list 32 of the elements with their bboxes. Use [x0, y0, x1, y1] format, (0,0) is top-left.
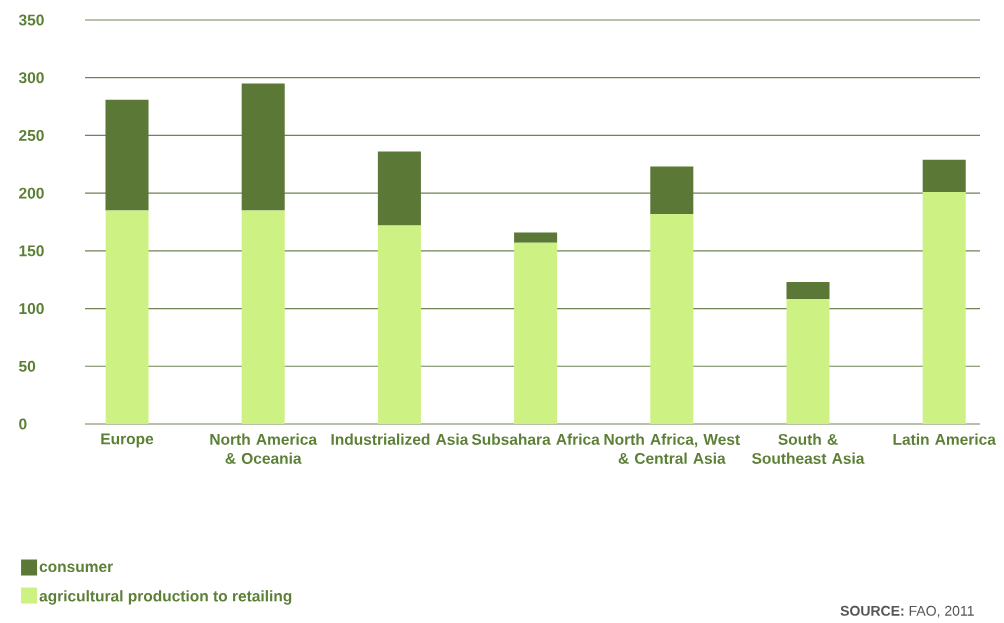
x-tick-label: Latin America [893, 433, 996, 445]
x-tick-label: North Africa, West & Central Asia [604, 433, 740, 464]
bar [514, 232, 558, 243]
y-tick-label: 100 [19, 303, 44, 315]
x-tick-label: Subsahara Africa [471, 433, 600, 445]
bar [786, 282, 830, 300]
bar [105, 210, 149, 424]
legend-label: consumer [39, 563, 113, 573]
x-tick-label: North America & Oceania [210, 433, 318, 464]
x-tick-label: Industrialized Asia [331, 433, 469, 445]
bar [922, 191, 966, 424]
y-tick-label: 300 [18, 72, 44, 84]
y-tick-label: 50 [19, 360, 36, 372]
y-tick-label: 150 [19, 245, 44, 257]
y-tick-label: 350 [18, 14, 44, 26]
bar [241, 83, 285, 211]
bar [377, 225, 421, 424]
bar [922, 159, 966, 192]
bar [514, 242, 558, 424]
legend-label: agricultural production to retailing [39, 590, 292, 605]
y-tick-label: 250 [19, 129, 44, 141]
x-tick-label: Europe [101, 433, 154, 448]
x-tick-label: South & Southeast Asia [752, 433, 865, 464]
bar [241, 210, 285, 424]
text: SOURCE: FAO, 2011 [840, 605, 974, 618]
bar [650, 213, 694, 424]
bar [105, 99, 149, 211]
y-tick-label: 0 [19, 418, 27, 430]
bar [786, 299, 830, 424]
bar [377, 151, 421, 226]
y-tick-label: 200 [19, 187, 44, 199]
bar [650, 166, 694, 214]
